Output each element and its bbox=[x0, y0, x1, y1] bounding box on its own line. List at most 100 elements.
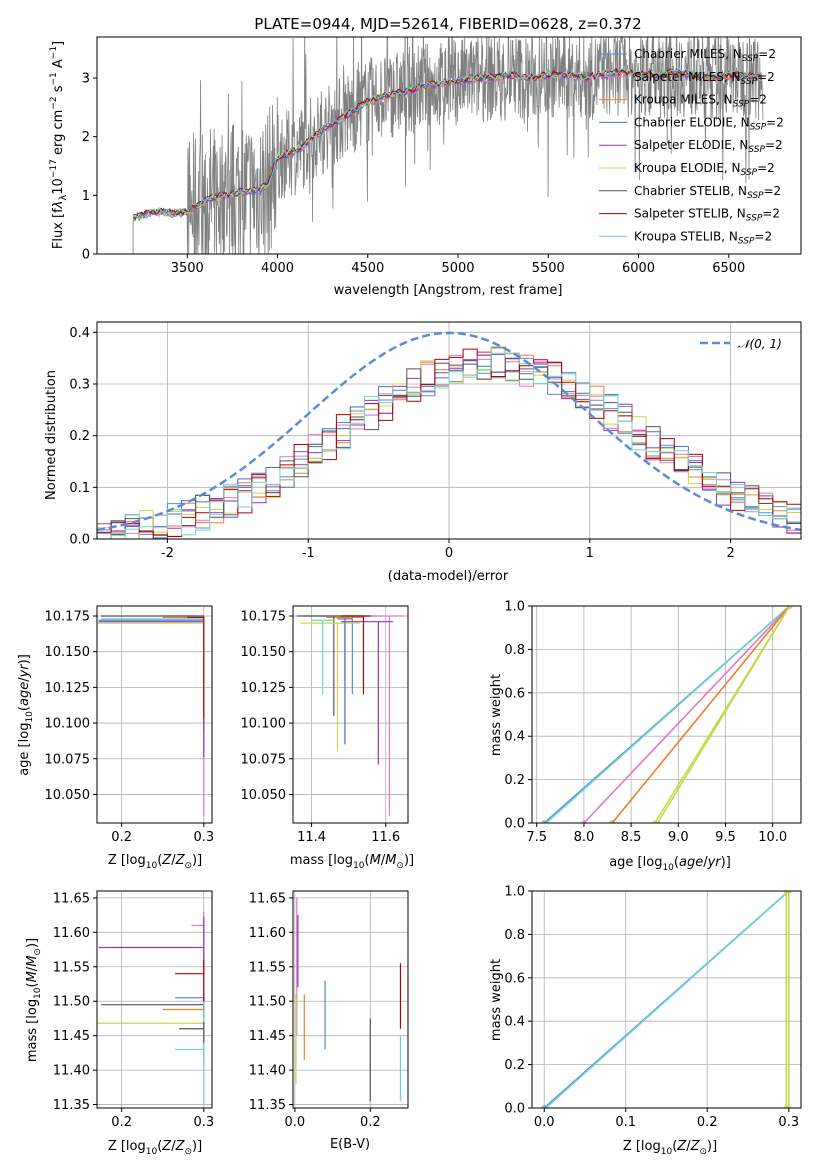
mass-weight-age-xlabel: age [log10(age/yr)] bbox=[609, 855, 731, 873]
age-vs-mass-panel: 11.4 11.6 10.050 10.075 10.100 10.125 10.150 10… bbox=[241, 605, 414, 871]
x-tick-label: 0.2 bbox=[111, 1115, 132, 1130]
x-tick-label: 0 bbox=[445, 546, 453, 561]
x-tick-label: 10.0 bbox=[758, 830, 787, 845]
axes-frame bbox=[96, 605, 213, 824]
y-tick-label: 0.1 bbox=[69, 481, 90, 496]
x-tick-label: 0.2 bbox=[697, 1115, 718, 1130]
x-tick-label: 3500 bbox=[171, 261, 204, 276]
residual-panel: -2 -1 0 1 2 0.0 0.1 0.2 0.3 0.4 (data-model)/erro… bbox=[44, 321, 802, 584]
y-tick-label: 1 bbox=[82, 189, 90, 204]
axes-frame bbox=[531, 605, 802, 824]
age-vs-Z-xlabel: Z [log10(Z/Z⊙)] bbox=[108, 853, 202, 871]
x-tick-label: 2 bbox=[726, 546, 734, 561]
x-tick-label: 0.0 bbox=[534, 1115, 555, 1130]
mass-vs-ebv-xlabel: E(B-V) bbox=[330, 1137, 370, 1152]
y-tick-label: 10.050 bbox=[241, 788, 287, 803]
legend-label: Kroupa STELIB, NSSP=2 bbox=[634, 229, 772, 246]
spectrum-axes: 3500 4000 4500 5000 5500 6000 6500 0 1 2 3 bbox=[82, 36, 802, 276]
age-vs-mass-axes: 11.4 11.6 10.050 10.075 10.100 10.125 10.150 10… bbox=[241, 605, 409, 845]
y-tick-label: 10.075 bbox=[45, 752, 91, 767]
errorbar-clip-group bbox=[97, 615, 205, 816]
x-tick-label: 8.5 bbox=[621, 830, 642, 845]
mass-weight-marker bbox=[783, 1105, 790, 1108]
y-tick-label: 0.2 bbox=[504, 1058, 525, 1073]
axes-frame bbox=[531, 890, 802, 1109]
chabrier-stelib-histogram bbox=[97, 357, 801, 539]
mass-vs-Z-ylabel: mass [log10(M/M⊙)] bbox=[25, 938, 43, 1062]
mass-vs-Z-plot-area bbox=[97, 891, 212, 1108]
y-tick-label: 10.150 bbox=[45, 645, 91, 660]
mass-weight-marker bbox=[786, 891, 792, 894]
legend-label: Salpeter STELIB, NSSP=2 bbox=[634, 207, 780, 224]
normal-curve bbox=[97, 331, 801, 532]
y-tick-label: 0.8 bbox=[504, 643, 525, 658]
axes-frame bbox=[96, 890, 213, 1109]
y-tick-label: 0.0 bbox=[504, 817, 525, 832]
legend-label: Chabrier STELIB, NSSP=2 bbox=[634, 184, 781, 201]
x-tick-label: 11.6 bbox=[371, 830, 400, 845]
y-tick-label: 11.35 bbox=[53, 1098, 90, 1113]
mass-weight-marker bbox=[786, 1105, 792, 1108]
residual-axes: -2 -1 0 1 2 0.0 0.1 0.2 0.3 0.4 bbox=[69, 321, 802, 561]
mass-weight-Z-panel: 0.0 0.1 0.2 0.3 0.0 0.2 0.4 0.6 0.8 1.0 Z [log10(… bbox=[489, 885, 802, 1157]
mass-vs-ebv-plot-area bbox=[293, 891, 408, 1108]
y-tick-label: 1.0 bbox=[504, 885, 525, 900]
y-tick-label: 11.60 bbox=[53, 926, 90, 941]
spectrum-xlabel: wavelength [Angstrom, rest frame] bbox=[334, 283, 563, 298]
age-vs-Z-axes: 0.2 0.3 10.050 10.075 10.100 10.125 10.150 10.1… bbox=[45, 605, 214, 845]
x-tick-label: 0.2 bbox=[111, 830, 132, 845]
salpeter-stelib-histogram bbox=[97, 348, 801, 537]
legend-label: Kroupa ELODIE, NSSP=2 bbox=[634, 161, 775, 178]
y-tick-label: 0.6 bbox=[504, 686, 525, 701]
mass-weight-line bbox=[583, 606, 791, 823]
x-tick-label: 0.2 bbox=[360, 1115, 381, 1130]
y-tick-label: 10.100 bbox=[45, 717, 91, 732]
mass-weight-age-ylabel: mass weight bbox=[489, 674, 504, 756]
kroupa-stelib-histogram bbox=[97, 352, 801, 539]
spectrum-panel: 3500 4000 4500 5000 5500 6000 6500 0 1 2 3 wavelen… bbox=[49, 36, 802, 298]
mass-weight-Z-ylabel: mass weight bbox=[489, 959, 504, 1041]
mass-weight-age-panel: 7.5 8.0 8.5 9.0 9.5 10.0 0.0 0.2 0.4 0.6 0.8 1.0 ag… bbox=[489, 600, 802, 873]
x-tick-label: -1 bbox=[302, 546, 315, 561]
y-tick-label: 0.0 bbox=[504, 1102, 525, 1117]
mass-vs-Z-axes: 0.2 0.3 11.35 11.40 11.45 11.50 11.55 11.60 11.6… bbox=[53, 890, 214, 1130]
residual-xlabel: (data-model)/error bbox=[388, 569, 509, 584]
y-tick-label: 10.125 bbox=[241, 681, 287, 696]
y-tick-label: 1.0 bbox=[504, 600, 525, 615]
axes-frame bbox=[96, 36, 802, 255]
y-tick-label: 0.0 bbox=[69, 533, 90, 548]
residual-legend: 𝒩(0, 1) bbox=[700, 337, 782, 351]
residual-clip-group bbox=[97, 331, 801, 539]
line-clip-group bbox=[541, 891, 792, 1108]
y-tick-label: 11.40 bbox=[249, 1064, 286, 1079]
x-tick-label: 5500 bbox=[532, 261, 565, 276]
y-tick-label: 0.2 bbox=[69, 429, 90, 444]
y-tick-label: 10.050 bbox=[45, 788, 91, 803]
y-tick-label: 11.40 bbox=[53, 1064, 90, 1079]
mass-weight-line bbox=[656, 606, 791, 823]
y-tick-label: 10.175 bbox=[241, 609, 287, 624]
y-tick-label: 11.65 bbox=[53, 891, 90, 906]
spectrum-clip-group bbox=[132, 37, 764, 254]
y-tick-label: 11.35 bbox=[249, 1098, 286, 1113]
axes-frame bbox=[292, 605, 409, 824]
x-tick-label: 11.4 bbox=[297, 830, 326, 845]
y-tick-label: 11.65 bbox=[249, 891, 286, 906]
legend-label: Kroupa MILES, NSSP=2 bbox=[634, 93, 767, 110]
x-tick-label: 4500 bbox=[351, 261, 384, 276]
y-tick-label: 0.4 bbox=[504, 730, 525, 745]
chabrier-stelib-model-line bbox=[132, 67, 762, 221]
y-tick-label: 0.2 bbox=[504, 773, 525, 788]
age-vs-Z-ylabel: age [log10(age/yr)] bbox=[17, 654, 35, 776]
legend-label: Salpeter ELODIE, NSSP=2 bbox=[634, 138, 783, 155]
x-tick-label: 6500 bbox=[712, 261, 745, 276]
y-tick-label: 10.075 bbox=[241, 752, 287, 767]
x-tick-label: 7.5 bbox=[526, 830, 547, 845]
spectrum-ylabel: Flux [fλλ10−17 erg cm−2 s−1 A−1] bbox=[49, 41, 69, 249]
legend-label: 𝒩(0, 1) bbox=[738, 337, 782, 351]
mass-weight-line bbox=[545, 606, 791, 823]
y-tick-label: 3 bbox=[82, 72, 90, 87]
residual-plot-area bbox=[97, 322, 801, 540]
y-tick-label: 10.125 bbox=[45, 681, 91, 696]
y-tick-label: 0.8 bbox=[504, 928, 525, 943]
